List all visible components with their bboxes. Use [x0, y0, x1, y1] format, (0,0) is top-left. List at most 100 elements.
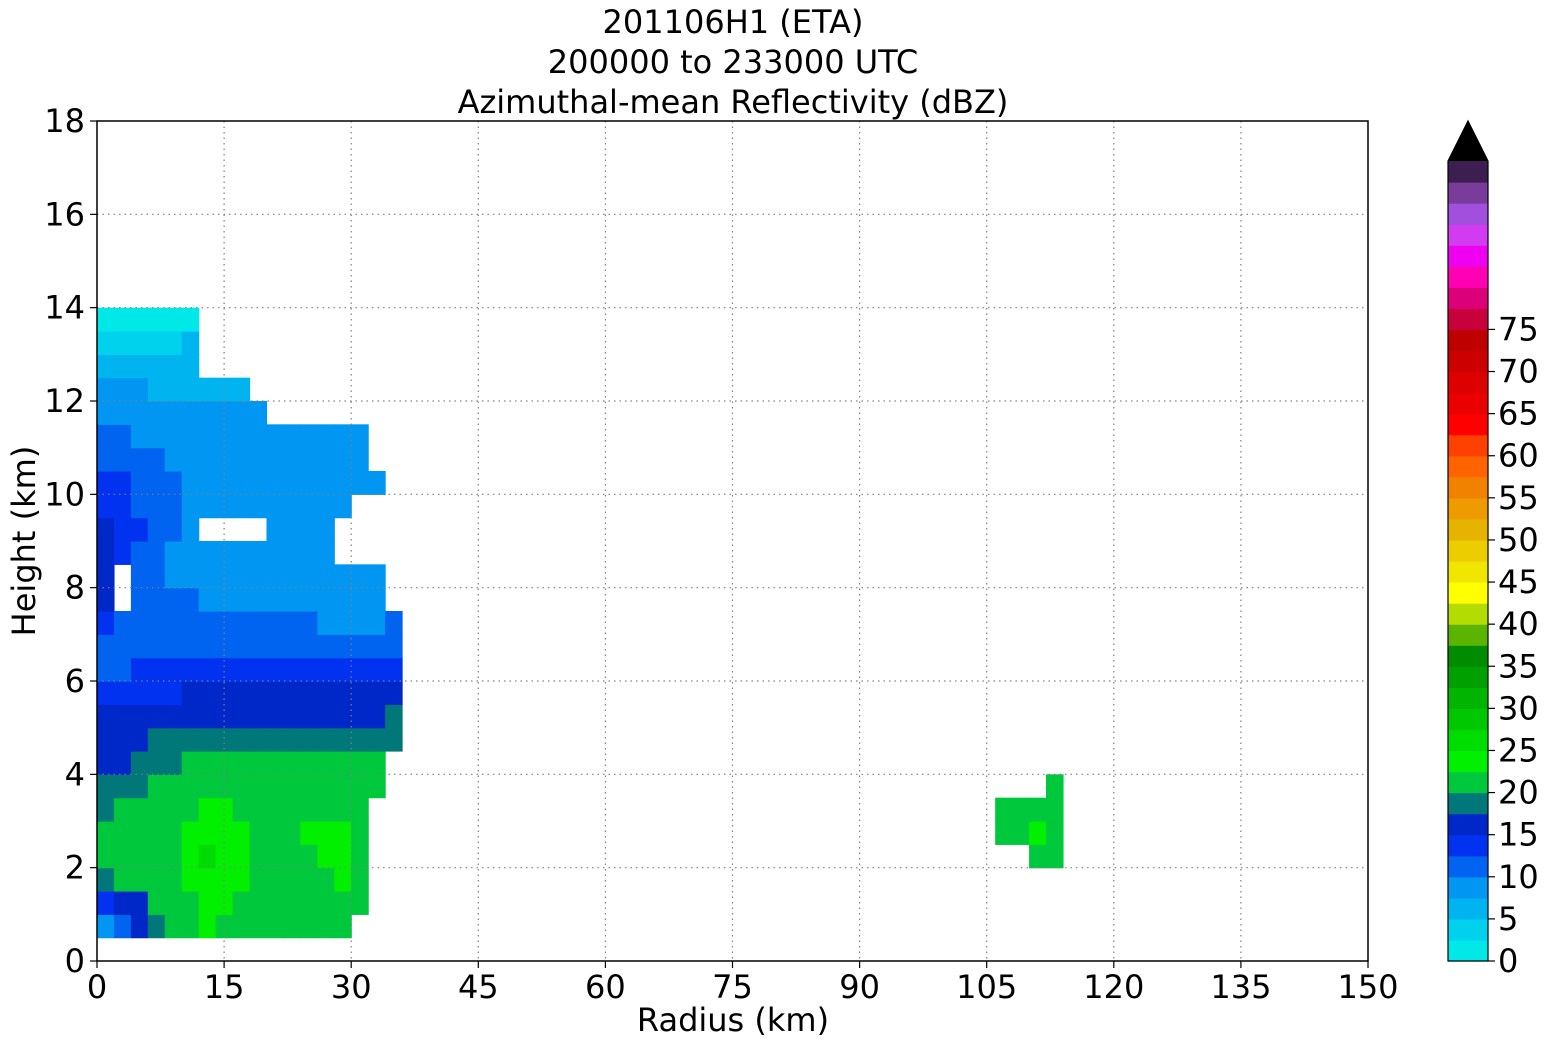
reflectivity-cell	[300, 471, 318, 495]
reflectivity-cell	[147, 891, 166, 915]
reflectivity-cell	[385, 634, 403, 659]
reflectivity-cell	[198, 727, 217, 752]
reflectivity-cell	[130, 587, 149, 612]
reflectivity-cell	[130, 797, 149, 822]
reflectivity-cell	[198, 634, 217, 659]
reflectivity-cell	[147, 821, 166, 845]
reflectivity-cell	[283, 704, 301, 729]
reflectivity-cell	[232, 657, 251, 682]
reflectivity-cell	[300, 867, 318, 892]
reflectivity-cell	[351, 587, 369, 612]
reflectivity-cell	[181, 424, 200, 449]
y-tick-label: 2	[65, 849, 85, 887]
reflectivity-cell	[232, 821, 251, 845]
reflectivity-cell	[351, 657, 369, 682]
reflectivity-cell	[266, 447, 285, 472]
reflectivity-cell	[181, 867, 200, 892]
reflectivity-cell	[147, 401, 166, 425]
reflectivity-cell	[198, 914, 217, 939]
colorbar-swatch	[1448, 455, 1488, 478]
reflectivity-cell	[130, 704, 149, 729]
reflectivity-cell	[266, 564, 285, 589]
reflectivity-cell	[266, 587, 285, 612]
reflectivity-cell	[232, 867, 251, 892]
reflectivity-cell	[164, 774, 183, 799]
reflectivity-cell	[317, 471, 335, 495]
reflectivity-cell	[198, 471, 217, 495]
reflectivity-cell	[334, 821, 352, 845]
reflectivity-cell	[300, 914, 318, 939]
reflectivity-cell	[164, 681, 183, 705]
reflectivity-cell	[232, 377, 251, 402]
reflectivity-cell	[232, 587, 251, 612]
isolated-echo-cell	[1046, 844, 1064, 869]
reflectivity-cell	[97, 307, 115, 332]
reflectivity-cell	[300, 587, 318, 612]
colorbar-outline	[1447, 119, 1489, 962]
reflectivity-cell	[232, 424, 251, 449]
isolated-echo-cell	[1046, 821, 1064, 845]
reflectivity-cell	[181, 657, 200, 682]
reflectivity-cell	[147, 657, 166, 682]
reflectivity-cell	[317, 541, 335, 565]
reflectivity-cell	[266, 657, 285, 682]
reflectivity-cell	[317, 611, 335, 635]
reflectivity-cell	[385, 704, 403, 729]
reflectivity-cell	[215, 657, 234, 682]
reflectivity-cell	[147, 774, 166, 799]
colorbar-swatch	[1448, 539, 1488, 562]
reflectivity-cell	[97, 354, 115, 379]
reflectivity-cell	[181, 891, 200, 915]
reflectivity-cell	[317, 634, 335, 659]
reflectivity-cell	[215, 844, 234, 869]
reflectivity-cell	[249, 401, 268, 425]
x-tick-label: 60	[585, 968, 626, 1006]
reflectivity-cell	[113, 517, 132, 542]
reflectivity-cell	[351, 681, 369, 705]
reflectivity-cell	[147, 517, 166, 542]
reflectivity-cell	[300, 704, 318, 729]
reflectivity-cell	[266, 797, 285, 822]
reflectivity-cell	[215, 564, 234, 589]
reflectivity-cell	[147, 867, 166, 892]
x-tick-label: 30	[331, 968, 372, 1006]
reflectivity-cell	[317, 821, 335, 845]
reflectivity-cell	[300, 681, 318, 705]
reflectivity-cell	[215, 471, 234, 495]
reflectivity-cell	[181, 401, 200, 425]
reflectivity-cell	[147, 797, 166, 822]
reflectivity-cell	[164, 891, 183, 915]
reflectivity-cell	[249, 797, 268, 822]
reflectivity-cell	[97, 774, 115, 799]
reflectivity-cell	[232, 751, 251, 775]
reflectivity-cell	[164, 611, 183, 635]
reflectivity-cell	[368, 681, 386, 705]
reflectivity-cell	[130, 471, 149, 495]
reflectivity-cell	[368, 634, 386, 659]
reflectivity-cell	[334, 471, 352, 495]
reflectivity-cell	[334, 774, 352, 799]
reflectivity-cell	[283, 471, 301, 495]
reflectivity-cell	[97, 704, 115, 729]
reflectivity-cell	[249, 821, 268, 845]
reflectivity-cell	[198, 401, 217, 425]
x-axis-label: Radius (km)	[637, 1001, 829, 1039]
reflectivity-cell	[113, 657, 132, 682]
reflectivity-cell	[164, 541, 183, 565]
reflectivity-cell	[198, 424, 217, 449]
reflectivity-cell	[215, 914, 234, 939]
reflectivity-cell	[283, 494, 301, 519]
reflectivity-cell	[283, 541, 301, 565]
reflectivity-cell	[97, 867, 115, 892]
reflectivity-cell	[164, 844, 183, 869]
reflectivity-cell	[97, 821, 115, 845]
isolated-echo-cell	[995, 821, 1013, 845]
reflectivity-cell	[113, 844, 132, 869]
reflectivity-cell	[232, 447, 251, 472]
reflectivity-cell	[334, 657, 352, 682]
isolated-echo-cell	[1012, 821, 1030, 845]
colorbar-swatch	[1448, 582, 1488, 604]
reflectivity-cell	[130, 727, 149, 752]
reflectivity-cell	[215, 424, 234, 449]
